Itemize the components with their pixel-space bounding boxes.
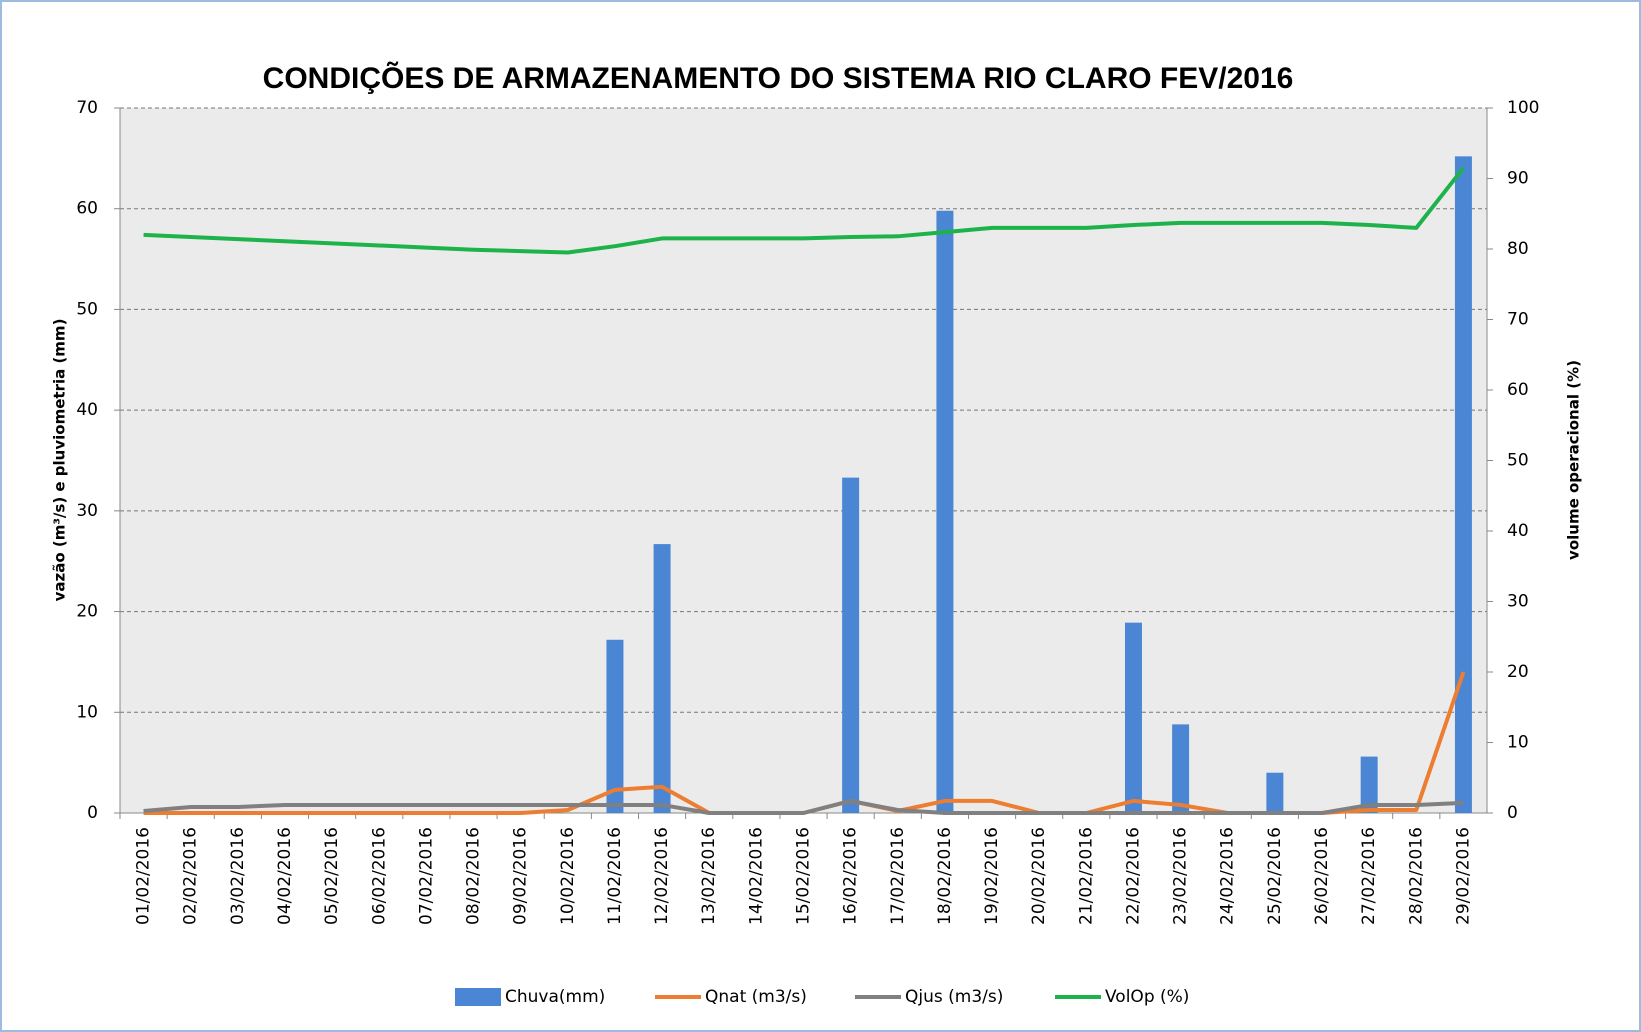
y-tick-label: 20 [76, 602, 98, 622]
y2-tick-label: 40 [1507, 521, 1529, 541]
bar [1266, 772, 1284, 813]
x-tick-label: 27/02/2016 [1359, 827, 1379, 925]
y2-tick-label: 10 [1507, 733, 1529, 753]
legend-label: Qnat (m3/s) [705, 987, 807, 1007]
y-tick-label: 70 [76, 98, 98, 118]
bar [1124, 622, 1142, 813]
y-tick-label: 10 [76, 702, 98, 722]
x-tick-label: 25/02/2016 [1265, 827, 1285, 925]
bar [1172, 724, 1190, 813]
bar [842, 477, 860, 813]
x-tick-label: 19/02/2016 [982, 827, 1002, 925]
y2-tick-label: 80 [1507, 239, 1529, 259]
plot-area [120, 108, 1487, 813]
x-tick-label: 05/02/2016 [322, 827, 342, 925]
bar [653, 544, 671, 813]
y-tick-label: 50 [76, 299, 98, 319]
line [143, 166, 1466, 255]
y2-axis-label: volume operacional (%) [1565, 360, 1583, 560]
x-tick-label: 17/02/2016 [888, 827, 908, 925]
x-tick-label: 16/02/2016 [841, 827, 861, 925]
bar [1454, 156, 1472, 814]
legend-label: Chuva(mm) [505, 987, 605, 1007]
y2-tick-label: 100 [1507, 98, 1539, 118]
y-tick-label: 0 [87, 803, 98, 823]
x-tick-label: 21/02/2016 [1076, 827, 1096, 925]
x-tick-label: 04/02/2016 [275, 827, 295, 925]
x-tick-label: 07/02/2016 [416, 827, 436, 925]
x-tick-label: 14/02/2016 [746, 827, 766, 925]
y-tick-label: 60 [76, 199, 98, 219]
y2-tick-label: 30 [1507, 592, 1529, 612]
bar [936, 210, 954, 813]
x-tick-label: 01/02/2016 [134, 827, 154, 925]
legend-swatch [455, 988, 501, 1006]
x-tick-label: 11/02/2016 [605, 827, 625, 925]
y2-tick-label: 50 [1507, 451, 1529, 471]
legend-label: VolOp (%) [1105, 987, 1189, 1007]
x-tick-label: 13/02/2016 [699, 827, 719, 925]
x-tick-label: 08/02/2016 [464, 827, 484, 925]
y2-tick-label: 90 [1507, 169, 1529, 189]
y-tick-label: 40 [76, 400, 98, 420]
x-tick-label: 15/02/2016 [794, 827, 814, 925]
x-tick-label: 18/02/2016 [935, 827, 955, 925]
x-tick-label: 12/02/2016 [652, 827, 672, 925]
y2-tick-label: 0 [1507, 803, 1518, 823]
bar [606, 639, 624, 813]
line [143, 798, 1464, 815]
y2-tick-label: 70 [1507, 310, 1529, 330]
y-tick-label: 30 [76, 501, 98, 521]
y2-tick-label: 20 [1507, 662, 1529, 682]
x-tick-label: 09/02/2016 [511, 827, 531, 925]
x-tick-label: 28/02/2016 [1406, 827, 1426, 925]
legend-label: Qjus (m3/s) [905, 987, 1003, 1007]
x-tick-label: 26/02/2016 [1312, 827, 1332, 925]
x-tick-label: 06/02/2016 [369, 827, 389, 925]
x-tick-label: 10/02/2016 [558, 827, 578, 925]
x-tick-label: 23/02/2016 [1171, 827, 1191, 925]
y2-tick-label: 60 [1507, 380, 1529, 400]
chart-title: CONDIÇÕES DE ARMAZENAMENTO DO SISTEMA RI… [263, 61, 1294, 95]
x-tick-label: 02/02/2016 [181, 827, 201, 925]
y-axis-label: vazão (m³/s) e pluviometria (mm) [51, 319, 69, 602]
x-tick-label: 24/02/2016 [1218, 827, 1238, 925]
x-tick-label: 29/02/2016 [1453, 827, 1473, 925]
x-tick-label: 22/02/2016 [1123, 827, 1143, 925]
bar [1360, 756, 1378, 813]
x-tick-label: 03/02/2016 [228, 827, 248, 925]
x-tick-label: 20/02/2016 [1029, 827, 1049, 925]
